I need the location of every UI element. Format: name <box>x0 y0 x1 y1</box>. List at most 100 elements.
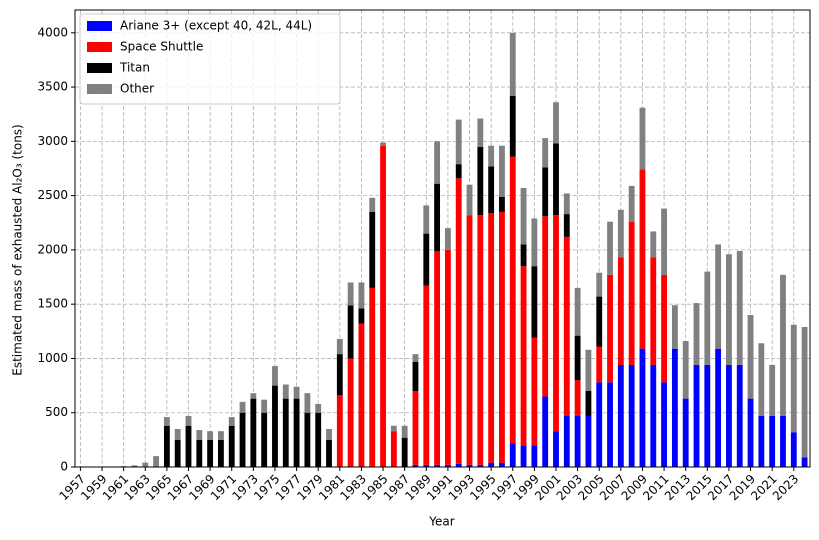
bar-segment <box>628 364 635 467</box>
legend-label: Other <box>120 82 154 96</box>
bar-segment <box>434 183 441 251</box>
bar-segment <box>304 412 311 467</box>
bar-segment <box>293 386 300 399</box>
bar-segment <box>531 337 538 446</box>
bar-segment <box>455 178 462 464</box>
bar-segment <box>747 315 754 399</box>
bar-segment <box>239 412 246 467</box>
bar-segment <box>520 188 527 245</box>
bar-segment <box>499 462 505 467</box>
bar-segment <box>358 308 365 324</box>
legend-label: Titan <box>119 61 150 75</box>
bar-segment <box>542 216 549 397</box>
bar-segment <box>293 398 300 467</box>
bar-segment <box>585 391 592 416</box>
bar-segment <box>250 393 257 399</box>
bar-segment <box>531 218 538 267</box>
y-tick-label: 2000 <box>37 242 68 256</box>
bar-segment <box>142 462 149 467</box>
bar-segment <box>488 462 495 467</box>
bar-segment <box>455 164 462 179</box>
bar-segment <box>509 95 516 157</box>
bar-segment <box>466 464 473 467</box>
bar-segment <box>780 274 786 416</box>
bar-segment <box>488 145 495 167</box>
bar-segment <box>671 348 678 467</box>
bar-segment <box>747 398 754 467</box>
bar-segment <box>715 348 722 467</box>
bar-segment <box>196 439 203 467</box>
bar-segment <box>639 348 646 467</box>
bar-segment <box>585 415 592 467</box>
bar-segment <box>358 323 365 467</box>
bar-segment <box>423 285 430 465</box>
bar-segment <box>531 445 538 467</box>
bar-segment <box>185 425 192 467</box>
bar-segment <box>466 215 473 465</box>
bar-segment <box>304 393 311 413</box>
bar-segment <box>347 358 354 467</box>
bar-segment <box>574 415 581 467</box>
bar-segment <box>769 364 776 416</box>
bar-segment <box>661 274 667 383</box>
y-tick-label: 3000 <box>37 134 68 148</box>
bar-segment <box>542 396 549 467</box>
bar-segment <box>682 398 689 467</box>
bar-segment <box>704 364 711 467</box>
bar-segment <box>488 212 495 463</box>
legend-label: Ariane 3+ (except 40, 42L, 44L) <box>120 19 312 33</box>
bar-segment <box>542 138 549 168</box>
bar-segment <box>207 431 214 440</box>
bar-segment <box>261 399 268 413</box>
bar-segment <box>380 142 386 146</box>
bar-segment <box>736 364 743 467</box>
bar-segment <box>499 211 505 463</box>
bar-segment <box>639 169 646 349</box>
bar-segment <box>412 464 419 467</box>
bar-segment <box>347 305 354 359</box>
bar-segment <box>228 417 235 426</box>
bar-segment <box>607 221 613 275</box>
bar-segment <box>607 382 613 467</box>
bar-segment <box>412 391 419 465</box>
bar-segment <box>196 430 203 440</box>
bar-segment <box>596 382 603 467</box>
bar-segment <box>488 166 495 213</box>
bar-segment <box>650 364 657 467</box>
bar-segment <box>347 282 354 306</box>
bar-segment <box>261 412 268 467</box>
bar-segment <box>499 145 505 197</box>
bar-segment <box>542 167 549 217</box>
bar-segment <box>563 214 570 237</box>
bar-segment <box>477 118 484 147</box>
bar-segment <box>272 366 278 386</box>
bar-segment <box>434 141 441 184</box>
bar-segment <box>650 231 657 258</box>
bar-segment <box>553 143 559 216</box>
legend-label: Space Shuttle <box>120 40 203 54</box>
x-axis-label: Year <box>428 515 454 529</box>
bar-segment <box>369 211 376 288</box>
bar-segment <box>163 417 170 426</box>
legend-swatch <box>87 42 112 52</box>
bar-segment <box>596 296 603 347</box>
bar-segment <box>174 439 181 467</box>
bar-segment <box>218 431 224 440</box>
bar-segment <box>326 439 332 467</box>
bar-segment <box>693 303 700 365</box>
bar-segment <box>228 425 235 467</box>
bar-segment <box>477 215 484 465</box>
bar-segment <box>434 250 441 465</box>
bar-segment <box>520 445 527 467</box>
bar-segment <box>423 464 430 467</box>
bar-segment <box>477 464 484 467</box>
bar-segment <box>790 324 797 433</box>
bar-segment <box>380 145 386 467</box>
bar-segment <box>444 249 451 465</box>
bar-segment <box>239 401 246 413</box>
bar-segment <box>563 193 570 215</box>
bar-segment <box>553 215 559 432</box>
bar-segment <box>509 443 516 467</box>
bar-segment <box>369 197 376 212</box>
bar-segment <box>412 354 419 362</box>
